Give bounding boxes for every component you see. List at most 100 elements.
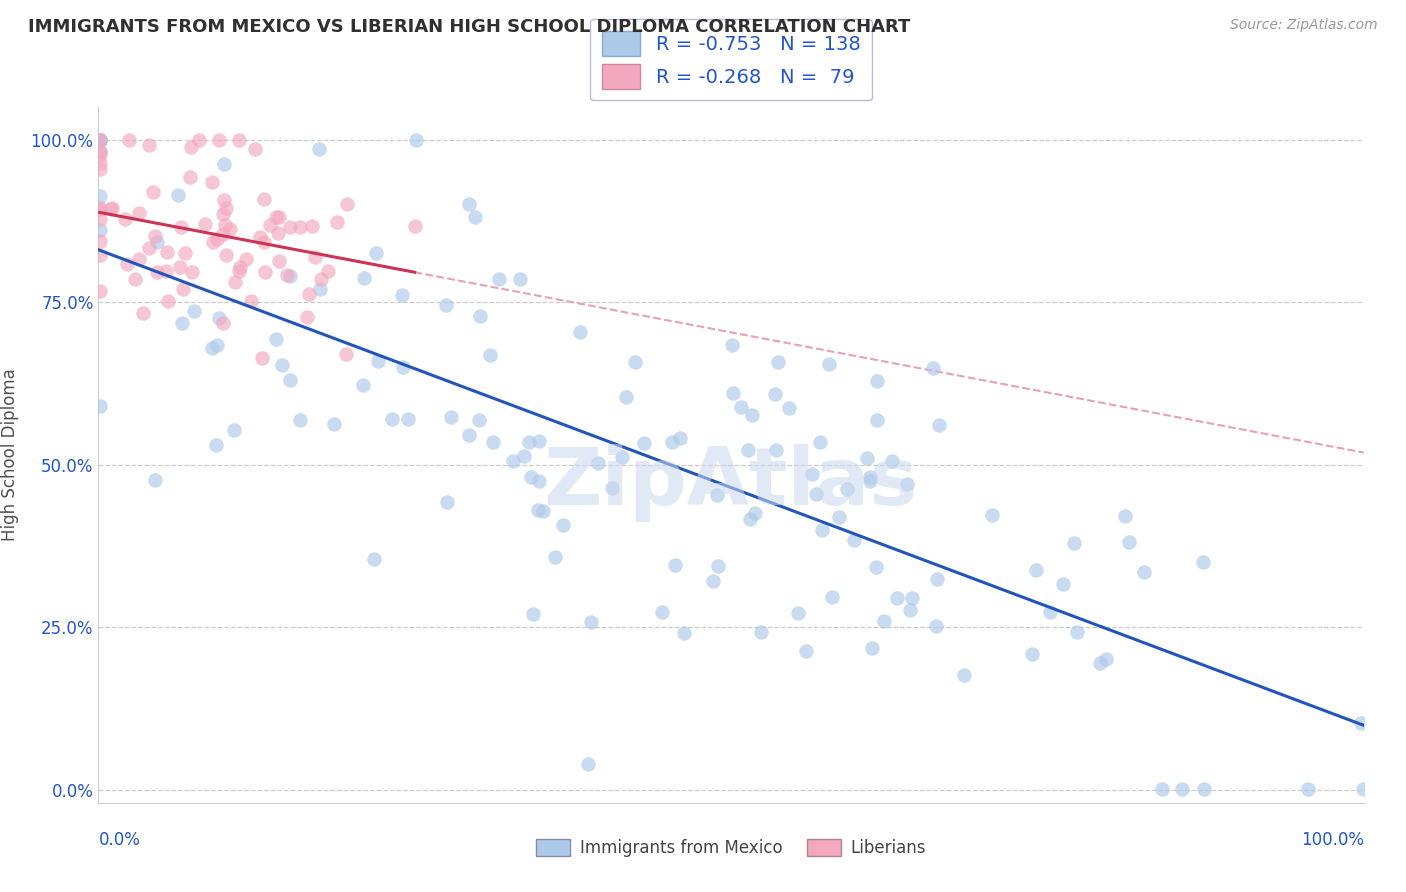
Point: [336, 196, 359, 211]
Point: [526, 503, 548, 517]
Point: [143, 473, 166, 487]
Point: [886, 591, 908, 605]
Point: [215, 248, 238, 262]
Point: [212, 193, 235, 207]
Text: IMMIGRANTS FROM MEXICO VS LIBERIAN HIGH SCHOOL DIPLOMA CORRELATION CHART: IMMIGRANTS FROM MEXICO VS LIBERIAN HIGH …: [28, 18, 911, 36]
Point: [138, 138, 160, 153]
Point: [392, 360, 415, 375]
Point: [364, 245, 387, 260]
Point: [138, 241, 160, 255]
Point: [89, 133, 111, 147]
Point: [614, 390, 637, 404]
Point: [1090, 657, 1112, 671]
Point: [89, 156, 111, 170]
Point: [266, 210, 288, 224]
Point: [183, 304, 205, 318]
Point: [173, 245, 195, 260]
Point: [269, 254, 291, 268]
Point: [434, 298, 457, 312]
Point: [201, 175, 224, 189]
Point: [288, 220, 311, 235]
Point: [117, 133, 139, 147]
Point: [326, 215, 349, 229]
Point: [898, 603, 921, 617]
Point: [529, 434, 551, 448]
Point: [804, 487, 827, 501]
Point: [478, 348, 501, 362]
Point: [89, 162, 111, 177]
Point: [201, 341, 224, 355]
Point: [259, 219, 281, 233]
Point: [295, 310, 318, 324]
Point: [1170, 782, 1192, 797]
Point: [267, 227, 290, 241]
Point: [763, 387, 786, 401]
Point: [115, 257, 138, 271]
Point: [576, 757, 599, 772]
Point: [612, 450, 634, 464]
Point: [842, 533, 865, 547]
Point: [367, 354, 389, 368]
Point: [89, 248, 111, 262]
Point: [470, 309, 492, 323]
Point: [89, 133, 111, 147]
Point: [721, 337, 744, 351]
Point: [866, 375, 889, 389]
Point: [172, 282, 194, 296]
Point: [818, 357, 841, 371]
Point: [778, 401, 800, 415]
Text: 0.0%: 0.0%: [98, 830, 141, 848]
Point: [458, 197, 481, 211]
Point: [730, 401, 752, 415]
Point: [278, 373, 301, 387]
Point: [553, 518, 575, 533]
Point: [298, 286, 321, 301]
Point: [808, 434, 831, 449]
Point: [100, 202, 122, 216]
Point: [391, 287, 413, 301]
Point: [1351, 782, 1374, 797]
Point: [271, 358, 294, 372]
Point: [953, 668, 976, 682]
Point: [873, 614, 896, 628]
Point: [264, 332, 287, 346]
Point: [146, 265, 169, 279]
Point: [211, 316, 233, 330]
Point: [405, 133, 427, 147]
Point: [702, 574, 724, 589]
Point: [1021, 647, 1043, 661]
Point: [835, 482, 858, 496]
Point: [672, 625, 695, 640]
Point: [124, 271, 146, 285]
Point: [664, 558, 686, 572]
Point: [205, 231, 228, 245]
Point: [288, 413, 311, 427]
Point: [1066, 625, 1088, 640]
Point: [900, 591, 922, 606]
Point: [89, 145, 111, 159]
Point: [132, 306, 155, 320]
Point: [215, 201, 238, 215]
Point: [458, 427, 481, 442]
Point: [744, 506, 766, 520]
Point: [624, 355, 647, 369]
Point: [253, 235, 276, 249]
Point: [502, 454, 524, 468]
Point: [859, 475, 882, 489]
Point: [128, 205, 150, 219]
Point: [309, 271, 332, 285]
Point: [89, 223, 111, 237]
Point: [170, 316, 193, 330]
Point: [527, 474, 550, 488]
Point: [363, 552, 385, 566]
Point: [89, 234, 111, 248]
Point: [706, 488, 728, 502]
Point: [335, 347, 357, 361]
Point: [89, 201, 111, 215]
Point: [509, 271, 531, 285]
Point: [488, 272, 510, 286]
Point: [89, 133, 111, 147]
Point: [517, 435, 540, 450]
Point: [602, 481, 624, 495]
Point: [89, 189, 111, 203]
